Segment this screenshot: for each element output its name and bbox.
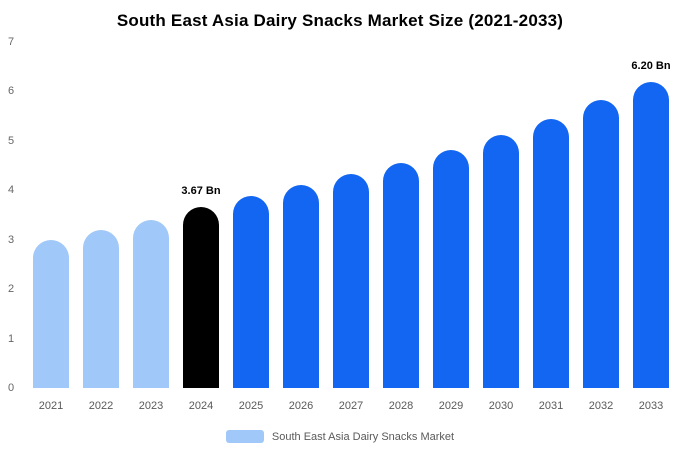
x-axis-label-2021: 2021: [38, 400, 64, 412]
x-axis-label-2027: 2027: [338, 400, 364, 412]
x-axis-label-2028: 2028: [388, 400, 414, 412]
legend: South East Asia Dairy Snacks Market: [0, 430, 680, 443]
bar-2031: [533, 119, 569, 388]
bar-2023: [133, 219, 169, 388]
y-axis-tick-label: 2: [8, 283, 15, 296]
bar-2026: [283, 185, 319, 388]
bar-2024: [183, 206, 219, 388]
bar-value-label: 3.67 Bn: [181, 184, 221, 197]
x-axis-label-2024: 2024: [188, 400, 214, 412]
y-axis-tick-label: 1: [8, 332, 15, 345]
bar-2032: [583, 100, 619, 388]
legend-swatch: [225, 430, 264, 443]
bar-2029: [433, 149, 469, 388]
x-axis-label-2033: 2033: [638, 400, 664, 412]
bar-2028: [383, 162, 419, 388]
y-axis-tick-label: 0: [8, 382, 15, 394]
x-axis-label-2032: 2032: [588, 400, 614, 412]
x-axis-label-2022: 2022: [88, 400, 114, 412]
x-axis-label-2025: 2025: [238, 400, 264, 412]
bar-2030: [483, 134, 519, 388]
x-axis-label-2029: 2029: [438, 400, 464, 412]
bar-2022: [83, 229, 119, 388]
y-axis-tick-label: 3: [8, 233, 15, 246]
bar-2025: [233, 196, 269, 388]
x-axis-label-2030: 2030: [488, 400, 514, 412]
y-axis-tick-label: 6: [8, 85, 15, 98]
x-axis-label-2026: 2026: [288, 400, 314, 412]
y-axis-tick-label: 5: [8, 134, 15, 147]
bar-2021: [33, 239, 69, 388]
x-axis-label-2031: 2031: [538, 400, 564, 412]
chart-title: South East Asia Dairy Snacks Market Size…: [116, 11, 564, 30]
y-axis-tick-label: 4: [8, 184, 15, 197]
bar-2033: [633, 81, 669, 388]
x-axis-label-2023: 2023: [138, 400, 164, 412]
legend-label: South East Asia Dairy Snacks Market: [271, 430, 455, 443]
bar-2027: [333, 174, 369, 388]
bar-value-label: 6.20 Bn: [631, 59, 671, 72]
y-axis-tick-label: 7: [8, 36, 15, 48]
